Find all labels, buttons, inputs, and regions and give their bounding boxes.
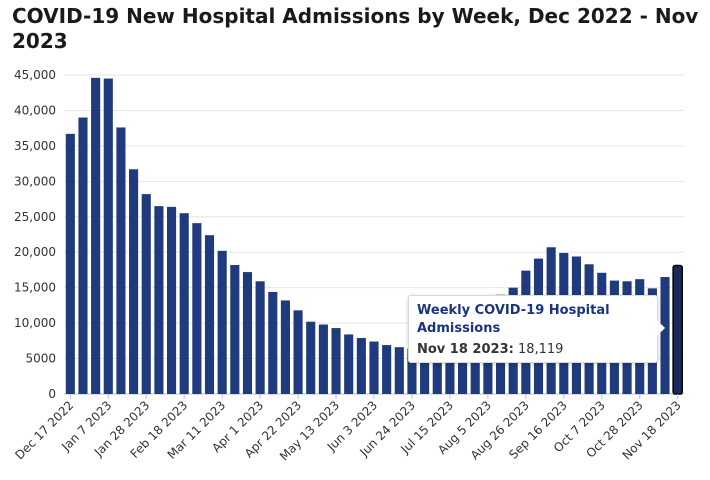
y-tick-label: 0 bbox=[48, 387, 56, 401]
y-tick-label: 35,000 bbox=[14, 139, 56, 153]
bar[interactable] bbox=[420, 347, 430, 394]
bar[interactable] bbox=[204, 235, 215, 394]
bar[interactable] bbox=[331, 328, 341, 394]
bar[interactable] bbox=[407, 348, 417, 394]
bar[interactable] bbox=[356, 337, 366, 394]
y-tick-label: 20,000 bbox=[14, 245, 56, 259]
bar[interactable] bbox=[660, 277, 670, 394]
y-tick-label: 40,000 bbox=[14, 103, 56, 117]
bar[interactable] bbox=[344, 334, 354, 394]
bar[interactable] bbox=[192, 223, 202, 394]
tooltip-date: Nov 18 2023: bbox=[417, 342, 514, 357]
bar[interactable] bbox=[268, 291, 278, 394]
bar[interactable] bbox=[445, 338, 455, 394]
bar[interactable] bbox=[318, 324, 328, 394]
y-tick-label: 10,000 bbox=[14, 316, 56, 330]
bar[interactable] bbox=[242, 272, 253, 394]
bar[interactable] bbox=[280, 300, 290, 394]
y-tick-label: 25,000 bbox=[14, 210, 56, 224]
tooltip: Weekly COVID-19 Hospital Admissions Nov … bbox=[408, 295, 665, 363]
bar[interactable] bbox=[217, 250, 227, 394]
bar[interactable] bbox=[116, 127, 126, 395]
bar[interactable] bbox=[154, 206, 164, 394]
bar[interactable] bbox=[394, 347, 404, 394]
bar[interactable] bbox=[129, 169, 139, 394]
bar[interactable] bbox=[166, 206, 177, 394]
bar[interactable] bbox=[255, 281, 265, 394]
bar[interactable] bbox=[293, 310, 303, 394]
y-axis: 0 5000 10,000 15,000 20,000 25,000 30,000 35,00… bbox=[14, 68, 56, 401]
y-tick-label: 15,000 bbox=[14, 281, 56, 295]
bar[interactable] bbox=[306, 321, 316, 394]
chart-title: COVID-19 New Hospital Admissions by Week… bbox=[12, 4, 699, 53]
y-tick-label: 30,000 bbox=[14, 174, 56, 188]
bar[interactable] bbox=[65, 133, 75, 395]
bar[interactable] bbox=[179, 213, 189, 394]
bar[interactable] bbox=[432, 344, 442, 394]
tooltip-series-name: Weekly COVID-19 Hospital Admissions bbox=[417, 303, 610, 336]
bar[interactable] bbox=[672, 264, 683, 395]
bar[interactable] bbox=[78, 117, 88, 395]
y-tick-label: 5000 bbox=[25, 352, 56, 366]
tooltip-value: 18,119 bbox=[517, 342, 564, 357]
bar[interactable] bbox=[141, 194, 151, 394]
bar[interactable] bbox=[103, 78, 113, 395]
bar[interactable] bbox=[230, 264, 240, 394]
bar[interactable] bbox=[91, 77, 101, 394]
bar[interactable] bbox=[369, 341, 379, 394]
y-tick-label: 45,000 bbox=[14, 68, 56, 82]
bar[interactable] bbox=[382, 345, 392, 394]
